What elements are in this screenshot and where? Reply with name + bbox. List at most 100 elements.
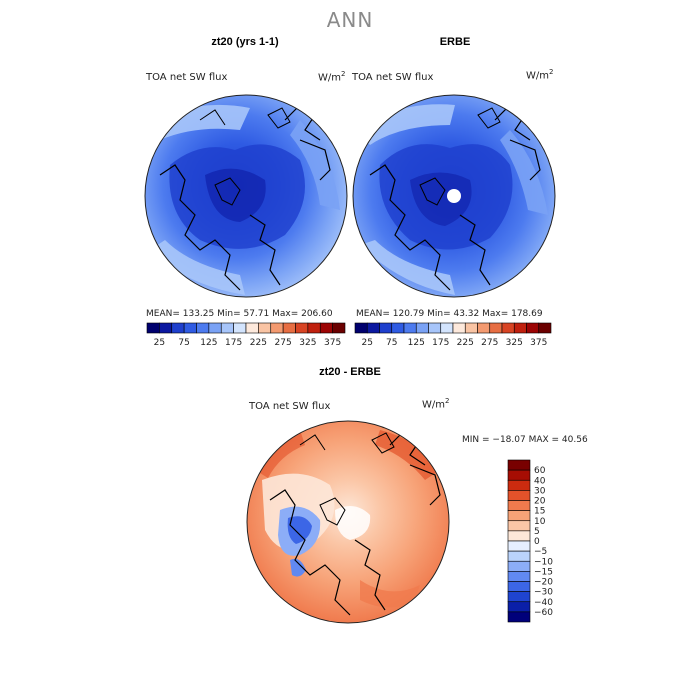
map-bottom-border bbox=[246, 420, 450, 624]
colorbar-top-left-tick-label: 275 bbox=[275, 338, 292, 348]
colorbar-top-right-swatch bbox=[415, 322, 429, 334]
colorbar-top-right-swatch bbox=[538, 322, 552, 334]
colorbar-top-right-tick-label: 225 bbox=[457, 338, 474, 348]
colorbar-top-left-tick-label: 75 bbox=[178, 338, 189, 348]
colorbar-top-left-tick-label: 225 bbox=[250, 338, 267, 348]
colorbar-bottom-swatch bbox=[507, 550, 531, 562]
top-left-units: W/m2 bbox=[318, 70, 346, 84]
colorbar-top-left-swatch bbox=[159, 322, 173, 334]
colorbar-top-right-swatch bbox=[428, 322, 442, 334]
colorbar-top-left-tick-label: 175 bbox=[225, 338, 242, 348]
colorbar-bottom-swatch bbox=[507, 571, 531, 582]
colorbar-bottom-tick-label: 40 bbox=[534, 476, 546, 486]
colorbar-bottom-swatch bbox=[507, 540, 531, 552]
colorbar-top-left-swatch bbox=[183, 322, 197, 334]
colorbar-top-right-swatch bbox=[354, 322, 368, 334]
colorbar-bottom-tick-label: 5 bbox=[534, 527, 540, 537]
bottom-units: W/m2 bbox=[422, 397, 450, 411]
top-right-stats: MEAN= 120.79 Min= 43.32 Max= 178.69 bbox=[356, 309, 543, 319]
colorbar-top-right-swatch bbox=[489, 322, 503, 334]
colorbar-bottom-swatch bbox=[507, 469, 531, 481]
colorbar-top-right-swatch bbox=[403, 322, 417, 334]
colorbar-top-right-tick-label: 25 bbox=[362, 338, 373, 348]
colorbar-bottom-swatch bbox=[507, 520, 531, 532]
colorbar-bottom-tick-label: 30 bbox=[534, 486, 546, 496]
colorbar-bottom-tick-label: 15 bbox=[534, 507, 545, 517]
colorbar-top-right-swatch bbox=[391, 322, 405, 334]
colorbar-top-left-swatch bbox=[146, 322, 160, 334]
colorbar-top-left-tick-label: 25 bbox=[154, 338, 165, 348]
bottom-variable: TOA net SW flux bbox=[249, 401, 331, 412]
colorbar-bottom-tick-label: 0 bbox=[534, 537, 540, 547]
colorbar-top-right-tick-label: 325 bbox=[506, 338, 523, 348]
colorbar-top-right-tick-label: 175 bbox=[432, 338, 449, 348]
colorbar-top-left-tick-label: 125 bbox=[200, 338, 217, 348]
colorbar-top-left-swatch bbox=[307, 322, 321, 334]
colorbar-bottom-tick-label: −5 bbox=[534, 547, 547, 557]
colorbar-top-right-swatch bbox=[464, 322, 478, 334]
top-right-variable: TOA net SW flux bbox=[352, 72, 434, 83]
colorbar-top-right-swatch bbox=[366, 322, 380, 334]
top-right-title: ERBE bbox=[439, 36, 471, 48]
top-left-title: zt20 (yrs 1-1) bbox=[211, 36, 279, 48]
colorbar-top-left-swatch bbox=[270, 322, 284, 334]
colorbar-bottom-swatch bbox=[507, 479, 531, 491]
map-bottom bbox=[246, 420, 450, 624]
colorbar-top-right-tick-label: 375 bbox=[530, 338, 547, 348]
colorbar-top-left: 25 75 125 175 225 275 325 375 bbox=[146, 322, 346, 348]
map-top-right-features bbox=[355, 104, 548, 295]
colorbar-bottom-tick-label: −20 bbox=[534, 578, 553, 588]
map-top-right-pole-hole bbox=[447, 189, 461, 203]
map-top-right-border bbox=[352, 94, 556, 298]
colorbar-bottom-swatch bbox=[507, 459, 531, 471]
top-left-variable: TOA net SW flux bbox=[146, 72, 228, 83]
colorbar-top-left-swatch bbox=[233, 322, 247, 334]
colorbar-bottom-swatch bbox=[507, 510, 531, 522]
colorbar-bottom-tick-label: 60 bbox=[534, 466, 546, 476]
colorbar-top-right: 25 75 125 175 225 275 325 375 bbox=[354, 322, 552, 348]
bottom-title: zt20 - ERBE bbox=[319, 366, 381, 378]
colorbar-top-left-swatch bbox=[295, 322, 309, 334]
colorbar-top-left-tick-label: 325 bbox=[299, 338, 316, 348]
colorbar-top-left-swatch bbox=[220, 322, 234, 334]
colorbar-top-right-swatch bbox=[501, 322, 515, 334]
colorbar-top-right-swatch bbox=[477, 322, 491, 334]
colorbar-bottom-swatch bbox=[507, 500, 531, 511]
colorbar-bottom-swatch bbox=[507, 591, 531, 603]
colorbar-bottom-tick-label: 20 bbox=[534, 497, 546, 507]
colorbar-bottom-swatch bbox=[507, 611, 531, 623]
top-left-stats: MEAN= 133.25 Min= 57.71 Max= 206.60 bbox=[146, 309, 333, 319]
colorbar-top-left-swatch bbox=[332, 322, 346, 334]
colorbar-top-right-swatch bbox=[513, 322, 527, 334]
colorbar-top-left-swatch bbox=[319, 322, 333, 334]
colorbar-bottom-swatch bbox=[507, 560, 531, 572]
colorbar-top-left-swatch bbox=[171, 322, 185, 334]
colorbar-bottom-swatch bbox=[507, 581, 531, 592]
figure-title: ANN bbox=[326, 8, 374, 32]
colorbar-bottom-tick-label: −15 bbox=[534, 567, 553, 577]
colorbar-top-right-tick-label: 125 bbox=[408, 338, 425, 348]
bottom-stats: MIN = −18.07 MAX = 40.56 bbox=[462, 435, 588, 445]
colorbar-bottom-swatch bbox=[507, 601, 531, 613]
colorbar-top-right-swatch bbox=[379, 322, 393, 334]
colorbar-top-right-swatch bbox=[452, 322, 466, 334]
colorbar-bottom-tick-label: 10 bbox=[534, 517, 546, 527]
colorbar-top-left-swatch bbox=[208, 322, 222, 334]
colorbar-bottom-tick-label: −60 bbox=[534, 608, 553, 618]
colorbar-bottom-swatch bbox=[507, 530, 531, 542]
colorbar-bottom-tick-label: −30 bbox=[534, 588, 553, 598]
colorbar-top-left-swatch bbox=[196, 322, 210, 334]
top-right-units: W/m2 bbox=[526, 68, 554, 82]
map-top-right bbox=[352, 94, 556, 298]
colorbar-top-right-tick-label: 275 bbox=[481, 338, 498, 348]
colorbar-top-right-tick-label: 75 bbox=[386, 338, 397, 348]
colorbar-top-left-swatch bbox=[258, 322, 272, 334]
colorbar-bottom-swatch bbox=[507, 490, 531, 501]
colorbar-top-left-tick-label: 375 bbox=[324, 338, 341, 348]
map-top-left bbox=[144, 94, 348, 298]
colorbar-top-left-swatch bbox=[282, 322, 296, 334]
colorbar-bottom-tick-label: −40 bbox=[534, 598, 553, 608]
map-top-left-border bbox=[144, 94, 348, 298]
